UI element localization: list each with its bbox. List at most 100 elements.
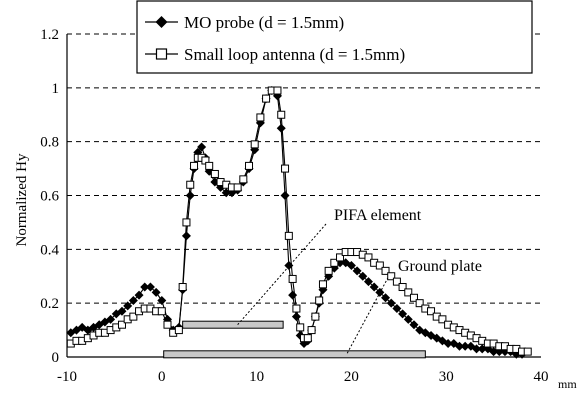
data-point-mo-probe xyxy=(460,341,470,351)
y-tick-label: 0.6 xyxy=(40,189,59,205)
x-tick-labels: -10 0 10 20 30 40 xyxy=(57,369,549,385)
y-tick-label: 1 xyxy=(52,81,60,97)
data-point-mo-probe xyxy=(369,282,379,292)
data-point-mo-probe xyxy=(134,290,144,300)
data-point-small-loop xyxy=(387,272,396,281)
data-point-mo-probe xyxy=(280,191,290,200)
data-point-small-loop xyxy=(303,334,312,343)
pcb-shapes xyxy=(163,320,426,359)
data-point-mo-probe xyxy=(291,312,301,322)
data-point-small-loop xyxy=(415,299,424,308)
y-tick-label: 1.2 xyxy=(40,27,59,43)
leader-ground-plate xyxy=(346,273,391,355)
data-point-small-loop xyxy=(186,180,195,189)
data-point-small-loop xyxy=(311,312,320,321)
y-tick-label: 0 xyxy=(52,350,60,366)
data-point-small-loop xyxy=(292,304,301,313)
legend-label-mo-probe: MO probe (d = 1.5mm) xyxy=(184,13,344,32)
data-point-small-loop xyxy=(210,169,219,178)
leader-pifa-element xyxy=(237,223,327,326)
legend-marker-mo-probe xyxy=(155,16,168,28)
data-point-small-loop xyxy=(318,280,327,289)
data-point-small-loop xyxy=(117,320,126,329)
data-point-small-loop xyxy=(288,274,297,283)
series-markers xyxy=(66,86,532,359)
data-point-small-loop xyxy=(375,261,384,270)
y-tick-label: 0.4 xyxy=(40,242,59,258)
x-axis-unit: mm xyxy=(558,377,577,391)
data-point-small-loop xyxy=(163,320,172,329)
data-point-small-loop xyxy=(330,258,339,267)
data-point-small-loop xyxy=(233,183,242,192)
data-point-mo-probe xyxy=(288,290,298,300)
y-tick-label: 0.2 xyxy=(40,296,59,312)
data-point-mo-probe xyxy=(276,123,286,133)
data-point-mo-probe xyxy=(352,266,362,276)
data-point-small-loop xyxy=(427,307,436,316)
y-axis-title: Normalized Hy xyxy=(14,153,30,246)
data-point-mo-probe xyxy=(284,260,294,270)
data-point-mo-probe xyxy=(363,277,373,287)
data-point-small-loop xyxy=(190,161,199,170)
x-tick-label: 20 xyxy=(344,369,359,385)
data-point-mo-probe xyxy=(375,287,385,297)
data-point-small-loop xyxy=(523,347,532,356)
data-point-mo-probe xyxy=(409,320,419,330)
data-point-small-loop xyxy=(157,307,166,316)
data-point-small-loop xyxy=(239,175,248,184)
data-point-small-loop xyxy=(315,296,324,305)
x-tick-label: 30 xyxy=(439,369,454,385)
data-point-mo-probe xyxy=(386,298,396,308)
data-point-mo-probe xyxy=(106,314,116,324)
data-point-small-loop xyxy=(364,253,373,262)
data-point-mo-probe xyxy=(443,339,453,349)
data-point-small-loop xyxy=(398,283,407,292)
x-tick-label: 0 xyxy=(158,369,166,385)
data-point-mo-probe xyxy=(117,306,127,316)
data-point-small-loop xyxy=(381,266,390,275)
data-point-small-loop xyxy=(296,323,305,332)
data-point-small-loop xyxy=(438,315,447,324)
legend-marker-small-loop xyxy=(155,48,168,60)
data-point-small-loop xyxy=(174,326,183,335)
data-point-small-loop xyxy=(404,288,413,297)
data-point-small-loop xyxy=(262,94,271,103)
data-point-mo-probe xyxy=(197,142,207,152)
data-point-small-loop xyxy=(307,326,316,335)
x-tick-label: 40 xyxy=(534,369,549,385)
data-point-small-loop xyxy=(256,113,265,122)
data-point-small-loop xyxy=(178,283,187,292)
y-tick-label: 0.8 xyxy=(40,135,59,151)
data-point-small-loop xyxy=(129,312,138,321)
data-point-small-loop xyxy=(245,161,254,170)
data-point-small-loop xyxy=(284,231,293,240)
data-point-mo-probe xyxy=(381,293,391,303)
legend: MO probe (d = 1.5mm) Small loop antenna … xyxy=(136,0,533,74)
data-point-mo-probe xyxy=(403,314,413,324)
x-tick-label: 10 xyxy=(249,369,264,385)
data-point-mo-probe xyxy=(151,287,161,297)
data-point-small-loop xyxy=(273,86,282,95)
annotation-ground-plate: Ground plate xyxy=(398,258,482,275)
annotation-pifa-element: PIFA element xyxy=(334,207,422,224)
data-point-mo-probe xyxy=(346,260,356,270)
data-point-mo-probe xyxy=(181,231,191,241)
data-point-small-loop xyxy=(182,218,191,227)
x-tick-label: -10 xyxy=(57,369,77,385)
pifa-element-shape xyxy=(182,320,284,329)
data-point-mo-probe xyxy=(145,282,155,292)
data-point-mo-probe xyxy=(454,341,464,351)
data-point-mo-probe xyxy=(358,271,368,281)
data-point-mo-probe xyxy=(392,304,402,314)
data-point-small-loop xyxy=(336,253,345,262)
y-tick-labels: 0 0.2 0.4 0.6 0.8 1 1.2 xyxy=(40,27,59,366)
data-point-mo-probe xyxy=(398,309,408,319)
data-point-mo-probe xyxy=(128,295,138,305)
ground-plate-shape xyxy=(163,350,426,359)
data-point-small-loop xyxy=(205,161,214,170)
legend-box xyxy=(136,0,533,74)
data-point-small-loop xyxy=(250,140,259,149)
data-point-mo-probe xyxy=(185,191,195,200)
data-point-mo-probe xyxy=(140,282,150,292)
